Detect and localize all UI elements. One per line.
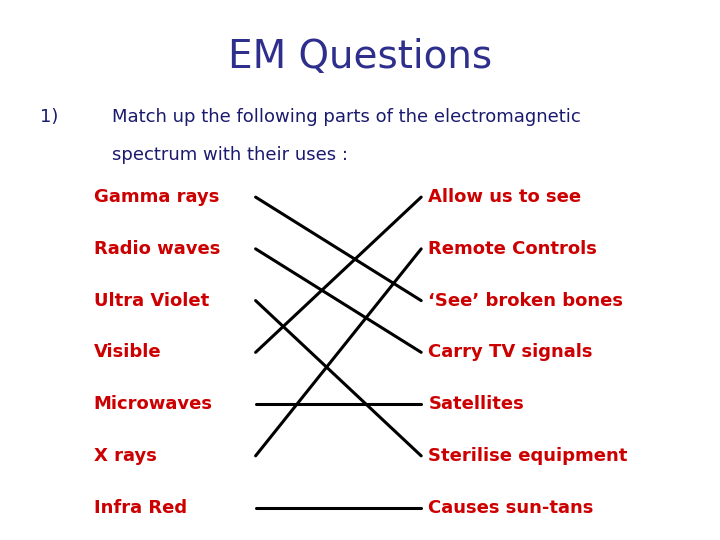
Text: Causes sun-tans: Causes sun-tans (428, 498, 594, 517)
Text: Radio waves: Radio waves (94, 240, 220, 258)
Text: spectrum with their uses :: spectrum with their uses : (112, 146, 348, 164)
Text: Microwaves: Microwaves (94, 395, 212, 413)
Text: Sterilise equipment: Sterilise equipment (428, 447, 628, 465)
Text: X rays: X rays (94, 447, 156, 465)
Text: Carry TV signals: Carry TV signals (428, 343, 593, 361)
Text: Match up the following parts of the electromagnetic: Match up the following parts of the elec… (112, 108, 580, 126)
Text: Remote Controls: Remote Controls (428, 240, 598, 258)
Text: Infra Red: Infra Red (94, 498, 186, 517)
Text: Allow us to see: Allow us to see (428, 188, 582, 206)
Text: 1): 1) (40, 108, 58, 126)
Text: Visible: Visible (94, 343, 161, 361)
Text: Satellites: Satellites (428, 395, 524, 413)
Text: Ultra Violet: Ultra Violet (94, 292, 209, 309)
Text: ‘See’ broken bones: ‘See’ broken bones (428, 292, 624, 309)
Text: EM Questions: EM Questions (228, 38, 492, 76)
Text: Gamma rays: Gamma rays (94, 188, 219, 206)
